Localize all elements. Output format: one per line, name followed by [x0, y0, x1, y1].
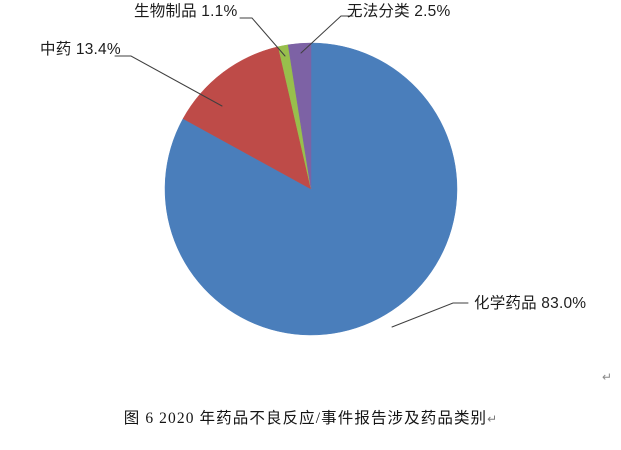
trailing-paragraph-mark: ↵: [602, 370, 613, 384]
pie-slice-tcm[interactable]: [182, 46, 312, 190]
leader-line-tcm: [114, 55, 223, 107]
leader-line-unclassified: [300, 15, 354, 54]
pie-slices: [164, 42, 458, 336]
pie-label-tcm: 中药 13.4%: [40, 41, 121, 58]
pie-slice-unclassified[interactable]: [287, 42, 312, 190]
figure-caption-text: 图 6 2020 年药品不良反应/事件报告涉及药品类别: [123, 410, 488, 427]
pie-label-unclassified: 无法分类 2.5%: [347, 3, 451, 20]
pie-label-biological: 生物制品 1.1%: [134, 3, 238, 20]
leader-line-chemical: [391, 302, 469, 328]
figure-caption: 图 6 2020 年药品不良反应/事件报告涉及药品类别↵: [0, 406, 621, 428]
caption-paragraph-mark: ↵: [487, 412, 498, 426]
pie-label-chemical: 化学药品 83.0%: [474, 295, 587, 312]
leader-line-biological: [239, 17, 286, 57]
leader-lines: [114, 15, 469, 328]
